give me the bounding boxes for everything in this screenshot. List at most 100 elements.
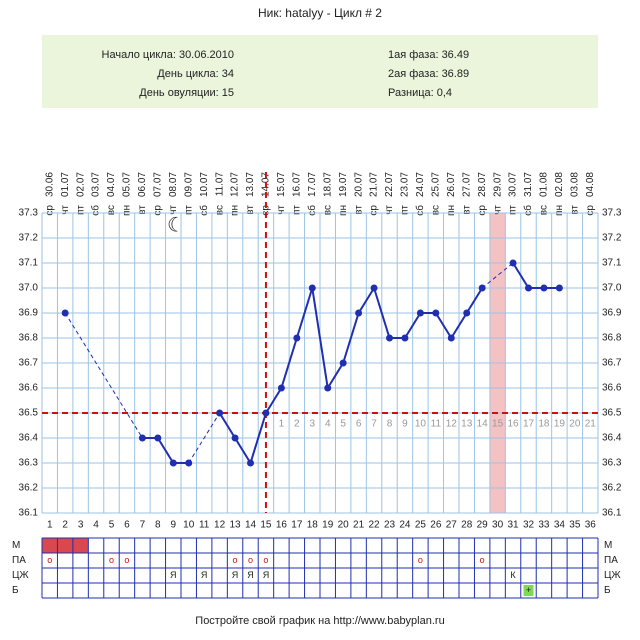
data-point: [277, 384, 285, 392]
data-point: [216, 409, 224, 417]
weekday-label: вт: [461, 205, 472, 215]
luteal-day-label: 10: [415, 419, 427, 430]
luteal-day-label: 21: [585, 419, 597, 430]
data-point: [555, 284, 563, 292]
info: День цикла: 34: [157, 68, 234, 80]
date-label: 30.06: [44, 172, 55, 197]
x-tick-label: 27: [446, 520, 458, 531]
date-label: 08.07: [168, 172, 179, 197]
row-label: М: [12, 540, 20, 551]
data-point: [308, 284, 316, 292]
y-tick-label: 37.2: [602, 233, 622, 244]
luteal-day-label: 11: [431, 419, 442, 430]
row-label: ПА: [12, 555, 26, 566]
luteal-day-label: 19: [554, 419, 566, 430]
data-point: [262, 409, 270, 417]
date-label: 24.07: [415, 172, 426, 197]
date-label: 06.07: [137, 172, 148, 197]
row-label: Б: [12, 585, 19, 596]
y-tick-label: 36.1: [602, 508, 622, 519]
date-label: 30.07: [508, 172, 519, 197]
info: 1ая фаза: 36.49: [388, 49, 469, 61]
date-label: 25.07: [430, 172, 441, 197]
y-tick-label: 36.7: [602, 358, 622, 369]
info: Начало цикла: 30.06.2010: [102, 49, 234, 61]
x-tick-label: 1: [47, 520, 53, 531]
y-tick-label: 36.4: [19, 433, 39, 444]
row-mark: о: [47, 555, 52, 565]
luteal-day-label: 4: [325, 419, 331, 430]
data-point: [525, 284, 532, 292]
data-point: [324, 384, 332, 392]
line-segment: [265, 387, 283, 414]
data-point: [247, 459, 254, 467]
weekday-label: вс: [322, 205, 333, 215]
x-tick-label: 36: [585, 520, 597, 531]
weekday-label: вс: [214, 205, 225, 215]
x-tick-label: 32: [523, 520, 535, 531]
date-label: 19.07: [338, 172, 349, 197]
x-tick-label: 28: [461, 520, 473, 531]
y-tick-label: 37.1: [602, 258, 622, 269]
weekday-label: чт: [168, 205, 179, 215]
luteal-day-label: 2: [294, 419, 300, 430]
date-label: 10.07: [199, 172, 210, 197]
data-point: [509, 259, 517, 267]
date-label: 31.07: [523, 172, 534, 197]
gap-connector: [64, 312, 143, 439]
weekday-label: сб: [198, 205, 210, 216]
data-point: [386, 334, 393, 342]
menstruation-cell: [57, 538, 73, 553]
weekday-label: пт: [400, 205, 411, 215]
weekday-label: вт: [245, 205, 256, 215]
x-tick-label: 24: [399, 520, 411, 531]
data-point: [370, 284, 378, 292]
data-point: [138, 434, 146, 442]
date-label: 01.07: [60, 172, 71, 197]
date-label: 17.07: [307, 172, 318, 197]
x-tick-label: 19: [322, 520, 334, 531]
luteal-day-label: 18: [538, 419, 550, 430]
y-tick-label: 37.0: [602, 283, 622, 294]
line-segment: [156, 437, 175, 464]
weekday-label: пн: [338, 205, 349, 216]
line-segment: [295, 287, 314, 339]
data-point: [231, 434, 239, 442]
date-label: 16.07: [291, 172, 302, 197]
data-point: [416, 309, 424, 317]
luteal-day-label: 15: [492, 419, 504, 430]
x-tick-label: 18: [307, 520, 319, 531]
x-tick-label: 26: [430, 520, 442, 531]
y-tick-label: 37.0: [19, 283, 39, 294]
data-point: [185, 459, 193, 467]
x-tick-label: 23: [384, 520, 396, 531]
row-label: ЦЖ: [12, 570, 29, 581]
luteal-day-label: 8: [387, 419, 393, 430]
date-label: 04.07: [106, 172, 117, 197]
date-label: 07.07: [152, 172, 163, 197]
row-mark: Я: [247, 570, 254, 580]
weekday-label: пн: [122, 205, 133, 216]
y-tick-label: 36.9: [19, 308, 39, 319]
weekday-label: ср: [152, 205, 163, 216]
weekday-label: ср: [261, 205, 272, 216]
weekday-label: чт: [60, 205, 71, 215]
row-mark: о: [124, 555, 129, 565]
x-tick-label: 16: [276, 520, 288, 531]
row-mark: Я: [170, 570, 177, 580]
date-label: 22.07: [384, 172, 395, 197]
data-point: [169, 459, 177, 467]
luteal-day-label: 13: [461, 419, 473, 430]
line-segment: [311, 287, 329, 389]
date-label: 02.07: [75, 172, 86, 197]
x-tick-label: 17: [291, 520, 303, 531]
y-tick-label: 37.2: [19, 233, 39, 244]
weekday-label: пт: [75, 205, 86, 215]
date-label: 13.07: [245, 172, 256, 197]
x-tick-label: 29: [477, 520, 489, 531]
date-label: 21.07: [369, 172, 380, 197]
x-tick-label: 15: [260, 520, 272, 531]
row-label: Б: [604, 585, 611, 596]
info: День овуляции: 15: [139, 87, 234, 99]
data-point: [154, 434, 162, 442]
